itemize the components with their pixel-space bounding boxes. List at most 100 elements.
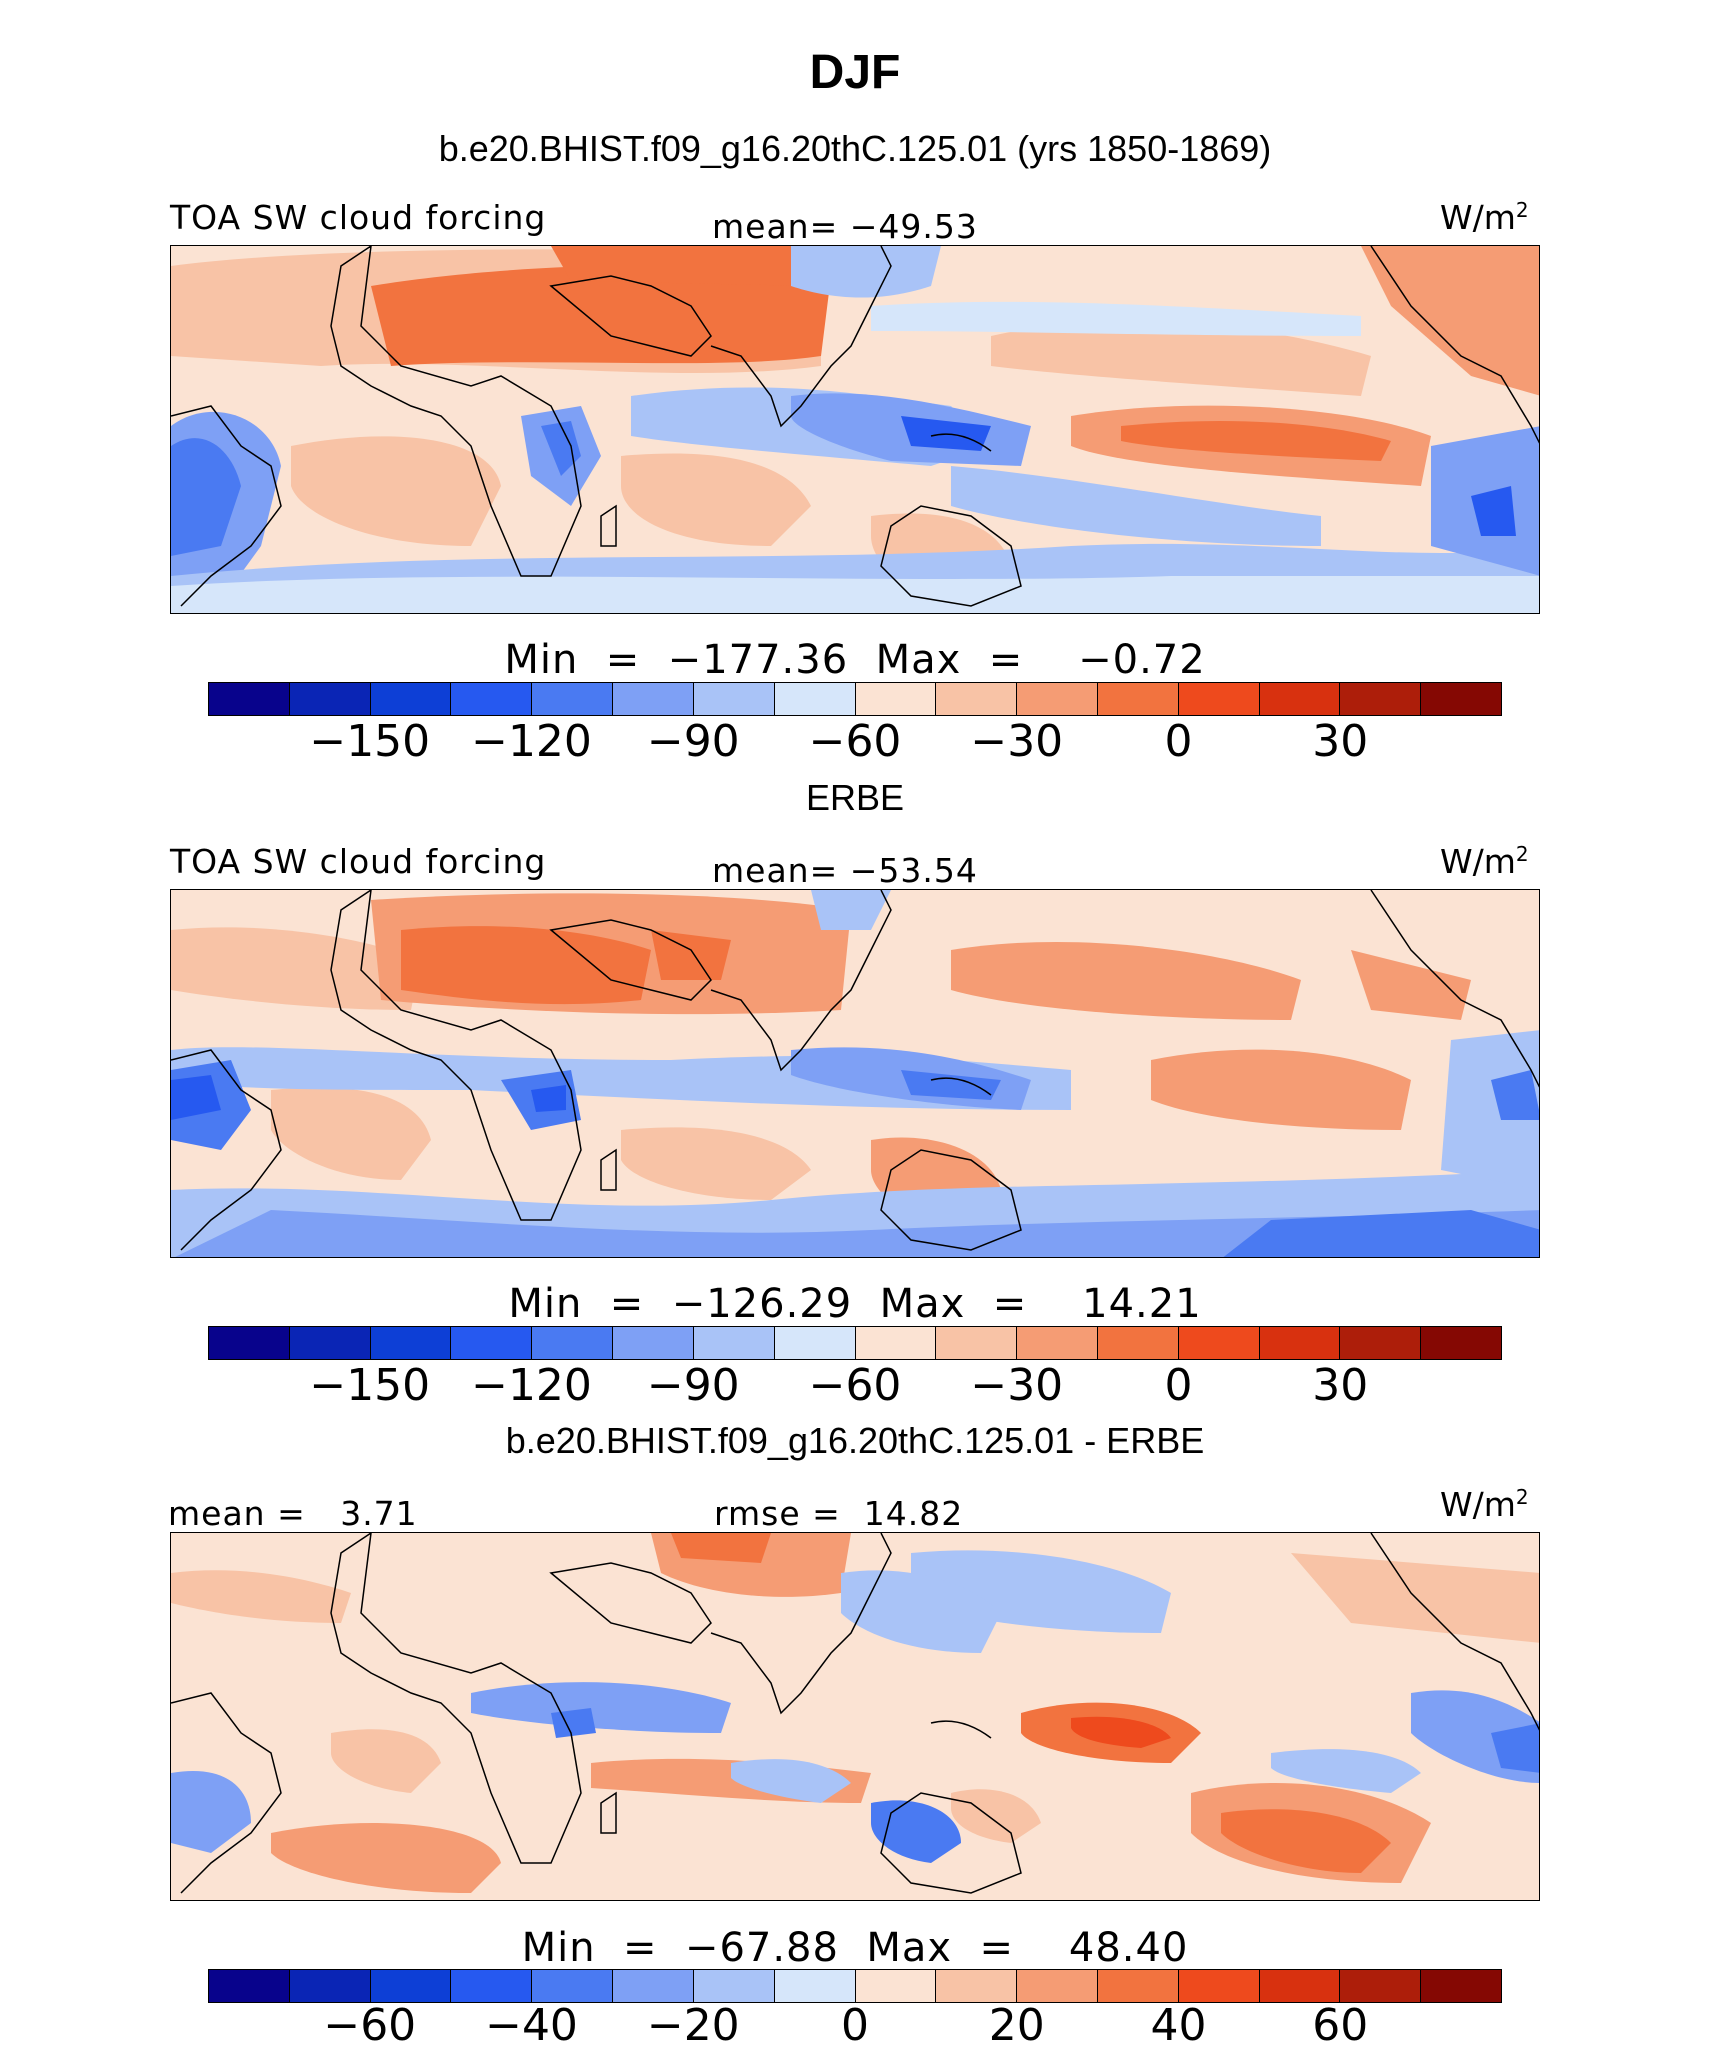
colorbar-1-segment: [613, 683, 694, 715]
colorbar-3-segment: [370, 1970, 452, 2002]
colorbar-1-segment: [936, 683, 1018, 715]
colorbar-1-segment: [774, 683, 856, 715]
panel2-header: ERBE: [805, 777, 905, 818]
colorbar-1-tick-label: −90: [646, 716, 740, 767]
colorbar-3-tick-label: 60: [1312, 2000, 1369, 2051]
colorbar-2-tick-label: −150: [309, 1360, 431, 1411]
panel3-mean-label: mean = 3.71: [168, 1494, 418, 1533]
colorbar-2-segment: [774, 1327, 856, 1359]
colorbar-3-tick-label: −20: [646, 2000, 740, 2051]
colorbar-1-tick-label: −60: [808, 716, 902, 767]
colorbar-3-tick-label: 40: [1150, 2000, 1207, 2051]
colorbar-2-segment: [1259, 1327, 1341, 1359]
colorbar-3-tick-label: 20: [988, 2000, 1045, 2051]
panel1-map: [170, 245, 1540, 614]
colorbar-2-segment: [451, 1327, 533, 1359]
colorbar-3-tick-label: 0: [841, 2000, 869, 2051]
colorbar-3-segment: [774, 1970, 856, 2002]
colorbar-1-segment: [693, 683, 775, 715]
colorbar-1-segment: [1340, 683, 1422, 715]
colorbar-1-segment: [1017, 683, 1098, 715]
panel2-sahara-warm: [401, 926, 651, 1005]
panel2-units: W/m2: [1440, 842, 1529, 881]
colorbar-3: [208, 1969, 1502, 2003]
panel1-sahara-warm: [371, 265, 831, 366]
panel1-units: W/m2: [1440, 198, 1529, 237]
colorbar-2-segment: [613, 1327, 694, 1359]
colorbar-2-segment: [289, 1327, 371, 1359]
colorbar-3-segment: [1340, 1970, 1422, 2002]
colorbar-1-tick-label: −150: [309, 716, 431, 767]
panel1-mean-label: mean= −49.53: [712, 207, 978, 246]
panel3-rmse-label: rmse = 14.82: [714, 1494, 964, 1533]
colorbar-1-segment: [370, 683, 452, 715]
colorbar-2-segment: [209, 1327, 290, 1359]
colorbar-1-segment: [532, 683, 614, 715]
colorbar-3-segment: [451, 1970, 533, 2002]
colorbar-2-segment: [1421, 1327, 1501, 1359]
colorbar-3-segment: [209, 1970, 290, 2002]
colorbar-3-segment: [1097, 1970, 1179, 2002]
colorbar-1-segment: [1259, 683, 1341, 715]
colorbar-2-segment: [532, 1327, 614, 1359]
colorbar-3-segment: [855, 1970, 937, 2002]
panel1-minmax: Min = −177.36 Max = −0.72: [504, 637, 1206, 683]
colorbar-2-segment: [693, 1327, 775, 1359]
colorbar-3-segment: [289, 1970, 371, 2002]
colorbar-3-segment: [613, 1970, 694, 2002]
panel2-amazon-cool: [171, 1075, 221, 1120]
colorbar-3-segment: [1017, 1970, 1098, 2002]
colorbar-2-segment: [1017, 1327, 1098, 1359]
colorbar-2-tick-label: −90: [646, 1360, 740, 1411]
colorbar-2-segment: [936, 1327, 1018, 1359]
panel3-units: W/m2: [1440, 1485, 1529, 1524]
colorbar-1-segment: [209, 683, 290, 715]
colorbar-3-segment: [1178, 1970, 1260, 2002]
colorbar-2-tick-label: −60: [808, 1360, 902, 1411]
colorbar-2-segment: [1340, 1327, 1422, 1359]
panel2-mean-label: mean= −53.54: [712, 851, 978, 890]
panel1-variable-label: TOA SW cloud forcing: [170, 198, 547, 237]
panel2-variable-label: TOA SW cloud forcing: [170, 842, 547, 881]
colorbar-3-segment: [1421, 1970, 1501, 2002]
colorbar-2-segment: [1097, 1327, 1179, 1359]
colorbar-2-tick-label: −30: [970, 1360, 1064, 1411]
colorbar-3-tick-label: −40: [485, 2000, 578, 2051]
panel2-minmax: Min = −126.29 Max = 14.21: [508, 1281, 1202, 1327]
colorbar-1-tick-label: −120: [471, 716, 592, 767]
colorbar-3-segment: [532, 1970, 614, 2002]
colorbar-2-tick-label: −120: [471, 1360, 592, 1411]
colorbar-2-tick-label: 30: [1312, 1360, 1369, 1411]
colorbar-1-segment: [451, 683, 533, 715]
colorbar-3-segment: [1259, 1970, 1341, 2002]
colorbar-1-tick-label: −30: [970, 716, 1064, 767]
colorbar-1-segment: [855, 683, 937, 715]
panel3-minmax: Min = −67.88 Max = 48.40: [521, 1925, 1189, 1971]
colorbar-1-segment: [1178, 683, 1260, 715]
colorbar-1-segment: [289, 683, 371, 715]
colorbar-1-tick-label: 0: [1164, 716, 1193, 767]
colorbar-2-segment: [1178, 1327, 1260, 1359]
colorbar-2-segment: [370, 1327, 452, 1359]
colorbar-1: [208, 682, 1502, 716]
panel3-australia-cool: [871, 1800, 961, 1863]
colorbar-1-segment: [1097, 683, 1179, 715]
figure-title: DJF: [809, 46, 901, 99]
colorbar-1-segment: [1421, 683, 1501, 715]
panel2-map: [170, 889, 1540, 1258]
colorbar-2-tick-label: 0: [1164, 1360, 1193, 1411]
colorbar-3-tick-label: −60: [323, 2000, 417, 2051]
colorbar-3-ticks: −60 −40 −20 0 20 40 60: [0, 2000, 1710, 2051]
colorbar-2-ticks: −150 −120 −90 −60 −30 0 30: [0, 1360, 1710, 1411]
colorbar-3-segment: [693, 1970, 775, 2002]
colorbar-1-ticks: −150 −120 −90 −60 −30 0 30: [0, 716, 1710, 767]
panel3-map: [170, 1532, 1540, 1901]
colorbar-2: [208, 1326, 1502, 1360]
panel3-header: b.e20.BHIST.f09_g16.20thC.125.01 - ERBE: [505, 1420, 1205, 1461]
panel2-maritime-continent-cool: [901, 1070, 1001, 1100]
colorbar-3-segment: [936, 1970, 1018, 2002]
colorbar-1-tick-label: 30: [1312, 716, 1369, 767]
panel1-amazon-cool: [171, 438, 241, 556]
colorbar-2-segment: [855, 1327, 937, 1359]
panel1-header: b.e20.BHIST.f09_g16.20thC.125.01 (yrs 18…: [438, 128, 1272, 169]
